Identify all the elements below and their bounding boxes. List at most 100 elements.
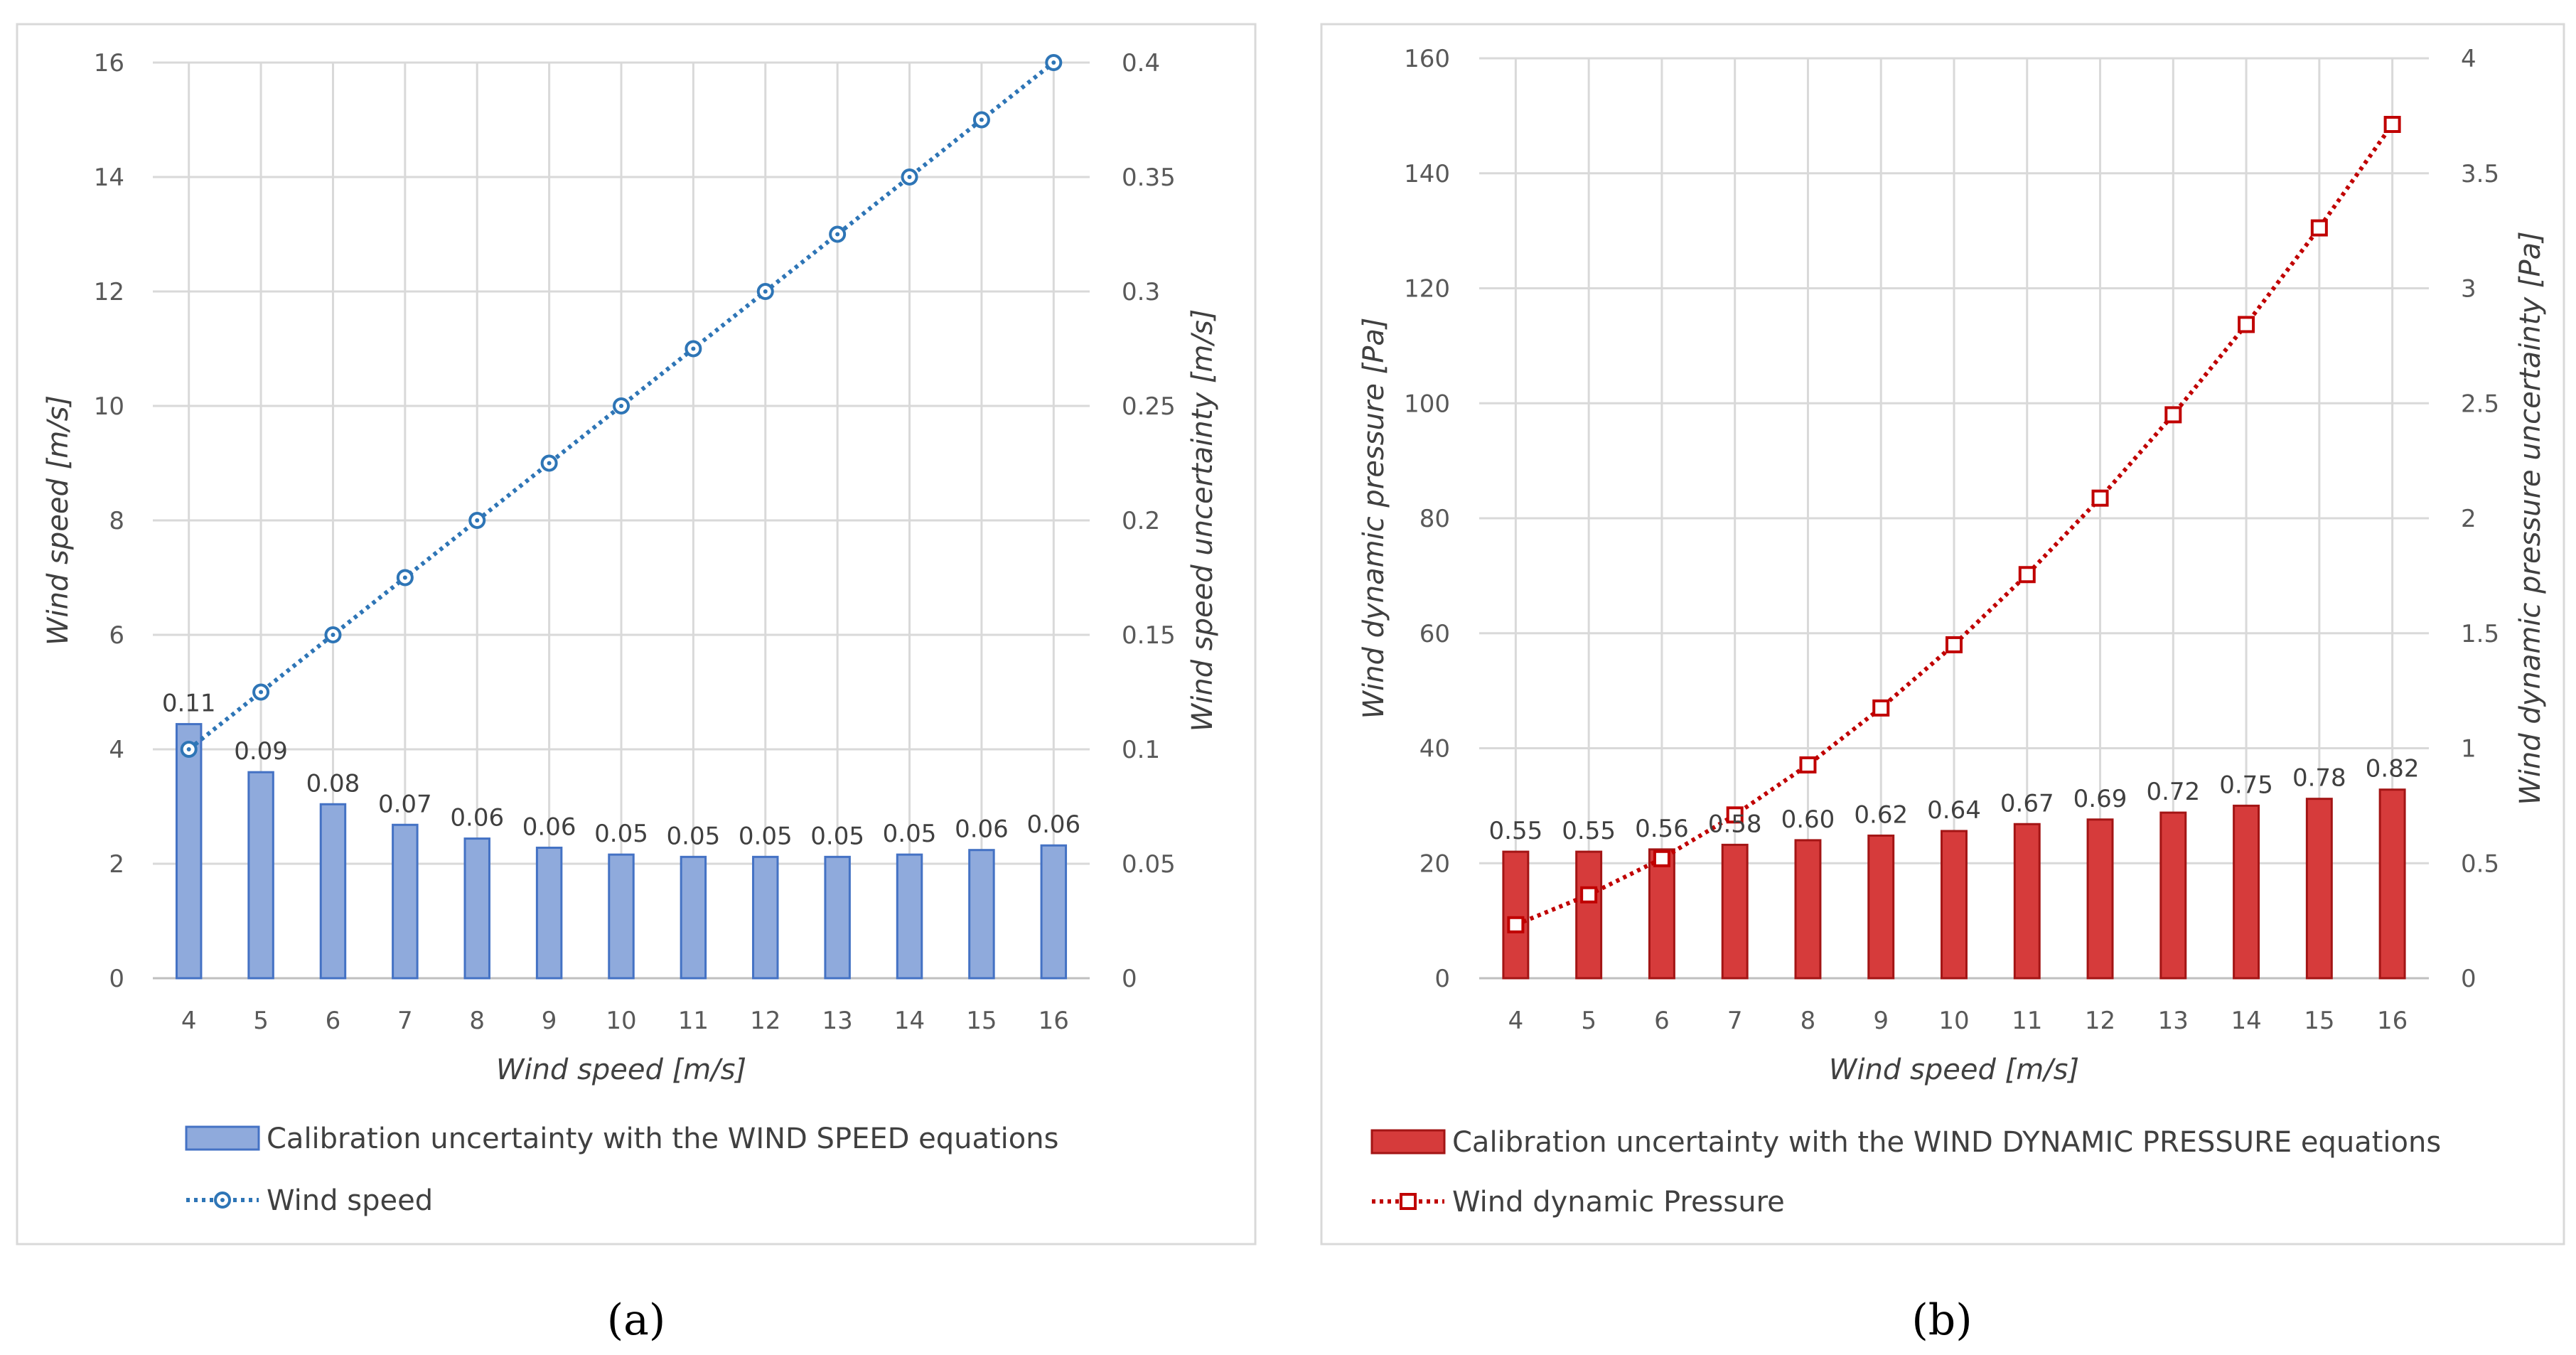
line-point-dot (259, 690, 264, 695)
line-point-dot (547, 461, 552, 466)
y-right-tick-label: 3 (2461, 275, 2476, 304)
bar (2086, 818, 2114, 980)
bar (896, 853, 923, 980)
bar (2013, 823, 2041, 980)
bar (968, 849, 995, 980)
x-tick-label: 4 (181, 1007, 197, 1035)
y-right-tick-label: 2 (2461, 505, 2476, 533)
y-left-tick-label: 10 (94, 392, 124, 421)
bar-data-label: 0.67 (2000, 789, 2054, 818)
y-right-tick-label: 0.4 (1122, 49, 1160, 77)
x-tick-label: 6 (1654, 1007, 1670, 1035)
x-tick-label: 9 (542, 1007, 557, 1035)
line-point-dot (907, 175, 912, 179)
x-tick-label: 14 (894, 1007, 925, 1035)
line-point-dot (331, 633, 336, 637)
legend-bar-swatch (185, 1125, 260, 1151)
line-point-dot (835, 232, 840, 237)
bar-data-label: 0.72 (2146, 778, 2200, 806)
y-right-tick-label: 1 (2461, 735, 2476, 764)
bar (1502, 850, 1530, 980)
line-point-dot (1051, 60, 1056, 65)
line-point (1799, 756, 1817, 773)
x-tick-label: 12 (750, 1007, 780, 1035)
x-axis-title: Wind speed [m/s] (1829, 1054, 2079, 1086)
bar-data-label: 0.55 (1562, 817, 1616, 845)
line-point-dot (763, 289, 768, 294)
bar (175, 723, 203, 980)
bar-data-label: 0.62 (1854, 800, 1908, 829)
y-right-tick-label: 0.5 (2461, 850, 2499, 878)
legend-bar-swatch (1370, 1129, 1446, 1155)
x-tick-label: 8 (469, 1007, 485, 1035)
line-point (2238, 316, 2255, 333)
bar (1040, 844, 1068, 980)
bar (392, 823, 419, 980)
x-tick-label: 13 (822, 1007, 853, 1035)
y-left-tick-label: 8 (109, 507, 124, 535)
bar-data-label: 0.06 (450, 804, 504, 832)
y-right-tick-label: 0.3 (1122, 278, 1160, 306)
bar-data-label: 0.05 (594, 820, 648, 848)
bar (2305, 798, 2333, 980)
line-point (1872, 699, 1890, 717)
x-tick-label: 10 (1938, 1007, 1969, 1035)
line-point (2383, 116, 2401, 134)
bar-data-label: 0.06 (955, 815, 1009, 844)
bar-data-label: 0.07 (378, 790, 432, 818)
x-tick-label: 15 (966, 1007, 997, 1035)
bar (1575, 850, 1603, 980)
x-tick-label: 14 (2231, 1007, 2261, 1035)
bar (2159, 811, 2187, 980)
bar-data-label: 0.64 (1927, 796, 1981, 825)
y-right-tick-label: 0 (1122, 965, 1137, 993)
line-point (1726, 806, 1744, 824)
y-left-tick-label: 160 (1404, 45, 1450, 73)
y-left-tick-label: 16 (94, 49, 124, 77)
x-tick-label: 12 (2085, 1007, 2115, 1035)
y-right-axis-title: Wind speed uncertainty [m/s] (1186, 309, 1219, 732)
x-tick-label: 4 (1508, 1007, 1524, 1035)
y-left-tick-label: 6 (109, 621, 124, 650)
panel-caption: (a) (607, 1295, 666, 1345)
y-right-tick-label: 0.15 (1122, 621, 1176, 650)
bar (463, 837, 490, 980)
bar (1721, 843, 1749, 980)
line-point (1580, 886, 1598, 904)
y-left-tick-label: 14 (94, 164, 124, 192)
bar-data-label: 0.75 (2219, 771, 2273, 799)
y-left-tick-label: 0 (109, 965, 124, 993)
bar-data-label: 0.11 (162, 690, 216, 718)
legend-line-marker-dot (220, 1198, 225, 1202)
line-point-dot (186, 747, 191, 751)
bar-data-label: 0.06 (1026, 810, 1080, 839)
line-point (2164, 406, 2182, 424)
legend-line-label: Wind speed (267, 1184, 433, 1217)
bar (752, 855, 779, 980)
x-tick-label: 16 (1039, 1007, 1069, 1035)
bar (1794, 839, 1822, 980)
bar-data-label: 0.69 (2073, 785, 2127, 813)
y-right-tick-label: 0.05 (1122, 850, 1176, 879)
bar-data-label: 0.58 (1708, 810, 1762, 838)
y-right-tick-label: 4 (2461, 45, 2476, 73)
bar (319, 803, 347, 980)
line-point (1507, 916, 1525, 933)
y-left-tick-label: 0 (1434, 965, 1450, 993)
line-point-dot (475, 518, 480, 523)
x-tick-label: 8 (1800, 1007, 1816, 1035)
x-tick-label: 6 (326, 1007, 341, 1035)
x-tick-label: 9 (1873, 1007, 1889, 1035)
y-right-tick-label: 0.35 (1122, 164, 1176, 192)
y-left-tick-label: 2 (109, 850, 124, 879)
bar-data-label: 0.05 (810, 822, 864, 850)
y-left-tick-label: 100 (1404, 390, 1450, 418)
y-left-tick-label: 4 (109, 736, 124, 764)
chart-panel-a: 0 2 4 6 8 10 12 14 16 0 0.05 0.1 0.15 0.2 0.25 0.3 0.35 0… (42, 49, 1219, 1345)
x-axis-title: Wind speed [m/s] (496, 1054, 746, 1086)
line-point (1653, 850, 1670, 867)
bar (608, 853, 635, 980)
bar (1867, 834, 1895, 980)
y-left-tick-label: 60 (1420, 620, 1450, 648)
